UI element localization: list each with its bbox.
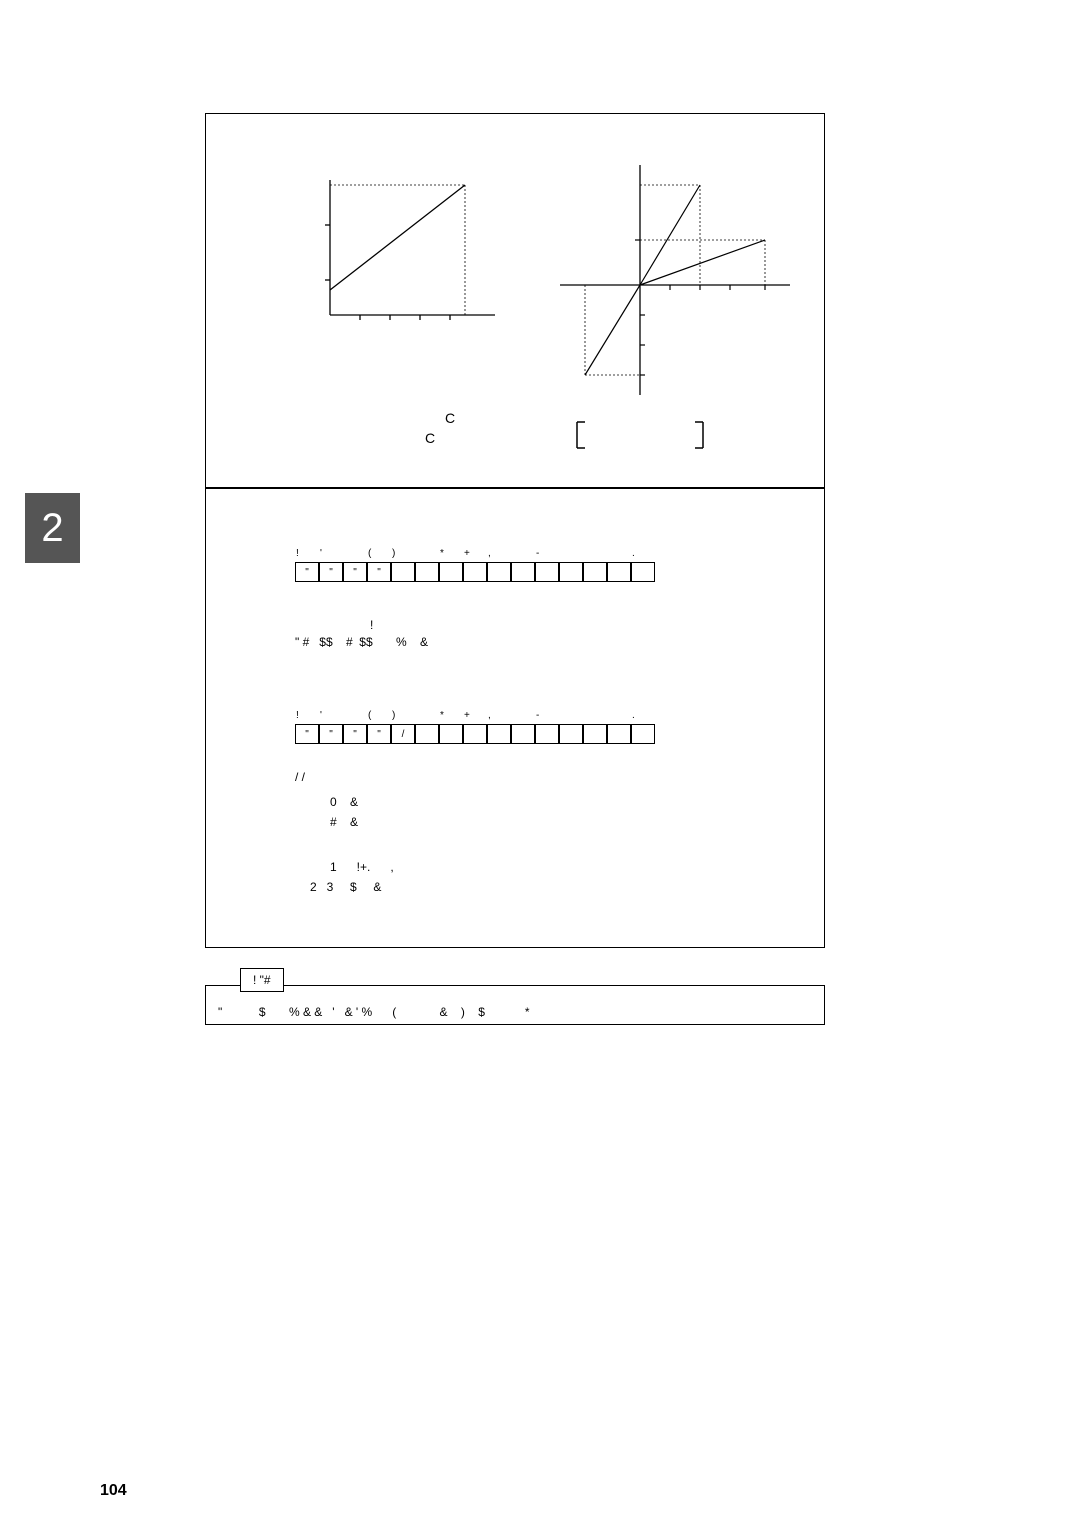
- bit-cell: [463, 724, 487, 744]
- bit-cell: /: [391, 724, 415, 744]
- note-4: 0 &: [330, 795, 358, 809]
- bit-label: *: [439, 548, 463, 559]
- bit-label: [583, 710, 607, 721]
- bit-label: [559, 710, 583, 721]
- bit-label: ,: [487, 548, 511, 559]
- bit-cell: [463, 562, 487, 582]
- bit-cell: [535, 724, 559, 744]
- bit-label: !: [295, 710, 319, 721]
- bit-cell: [511, 724, 535, 744]
- reg1-bit-labels: !' () * +, -.: [295, 548, 655, 559]
- bit-label: [415, 710, 439, 721]
- label-c1: C: [445, 410, 455, 426]
- bit-cell: [487, 724, 511, 744]
- bit-cell: [559, 724, 583, 744]
- page-number: 104: [100, 1482, 127, 1500]
- bit-cell: ": [295, 562, 319, 582]
- bit-label: [343, 710, 367, 721]
- note-5: # &: [330, 815, 358, 829]
- bit-label: [343, 548, 367, 559]
- bit-cell: ": [343, 562, 367, 582]
- bit-cell: ": [343, 724, 367, 744]
- bit-cell: [487, 562, 511, 582]
- bit-label: +: [463, 710, 487, 721]
- bit-cell: [583, 562, 607, 582]
- bit-label: -: [535, 710, 559, 721]
- bit-label: [559, 548, 583, 559]
- bit-cell: [631, 724, 655, 744]
- tip-line: " $ % & & ' & ' % ( & ) $ *: [218, 1005, 530, 1019]
- tip-label: ! "#: [240, 968, 284, 992]
- bit-label: ): [391, 710, 415, 721]
- bit-label: [511, 548, 535, 559]
- page-root: 2 C C !'()* +,-. """" ! " # $$ # $$ % & …: [0, 0, 1080, 1528]
- bit-label: [583, 548, 607, 559]
- bit-label: .: [631, 548, 655, 559]
- note-6: 1 !+. ,: [330, 860, 394, 874]
- bit-label: ': [319, 548, 343, 559]
- bit-cell: [391, 562, 415, 582]
- graph-right: [560, 165, 790, 395]
- bit-label: *: [439, 710, 463, 721]
- bit-cell: [439, 562, 463, 582]
- bit-label: ,: [487, 710, 511, 721]
- tip-label-text: ! "#: [253, 973, 271, 987]
- bit-label: -: [535, 548, 559, 559]
- bit-cell: [607, 562, 631, 582]
- bit-label: .: [631, 710, 655, 721]
- bit-cell: [415, 562, 439, 582]
- bit-label: +: [463, 548, 487, 559]
- bit-label: [415, 548, 439, 559]
- bit-cell: ": [319, 562, 343, 582]
- reg2-bit-cells: """"/: [295, 724, 655, 744]
- bit-label: [607, 710, 631, 721]
- bracket-icon: [575, 420, 705, 450]
- bit-label: !: [295, 548, 319, 559]
- bit-cell: [631, 562, 655, 582]
- chapter-tab: 2: [25, 493, 80, 563]
- reg1-bit-cells: """": [295, 562, 655, 582]
- bit-cell: ": [295, 724, 319, 744]
- label-c2: C: [425, 430, 435, 446]
- note-2: " # $$ # $$ % &: [295, 635, 428, 649]
- note-3: / /: [295, 770, 305, 784]
- bit-cell: ": [319, 724, 343, 744]
- bit-label: (: [367, 710, 391, 721]
- bit-cell: [535, 562, 559, 582]
- bit-cell: [511, 562, 535, 582]
- bit-cell: [559, 562, 583, 582]
- note-1: !: [370, 618, 373, 632]
- bit-label: [511, 710, 535, 721]
- bit-label: [607, 548, 631, 559]
- bit-label: (: [367, 548, 391, 559]
- bit-cell: [439, 724, 463, 744]
- bit-label: ): [391, 548, 415, 559]
- bit-cell: ": [367, 724, 391, 744]
- chapter-number: 2: [41, 506, 63, 551]
- reg2-bit-labels: !' () * +, -.: [295, 710, 655, 721]
- bit-cell: [415, 724, 439, 744]
- bit-cell: ": [367, 562, 391, 582]
- bit-cell: [607, 724, 631, 744]
- bit-label: ': [319, 710, 343, 721]
- note-7: 2 3 $ &: [310, 880, 381, 894]
- graph-left: [315, 180, 495, 330]
- bit-cell: [583, 724, 607, 744]
